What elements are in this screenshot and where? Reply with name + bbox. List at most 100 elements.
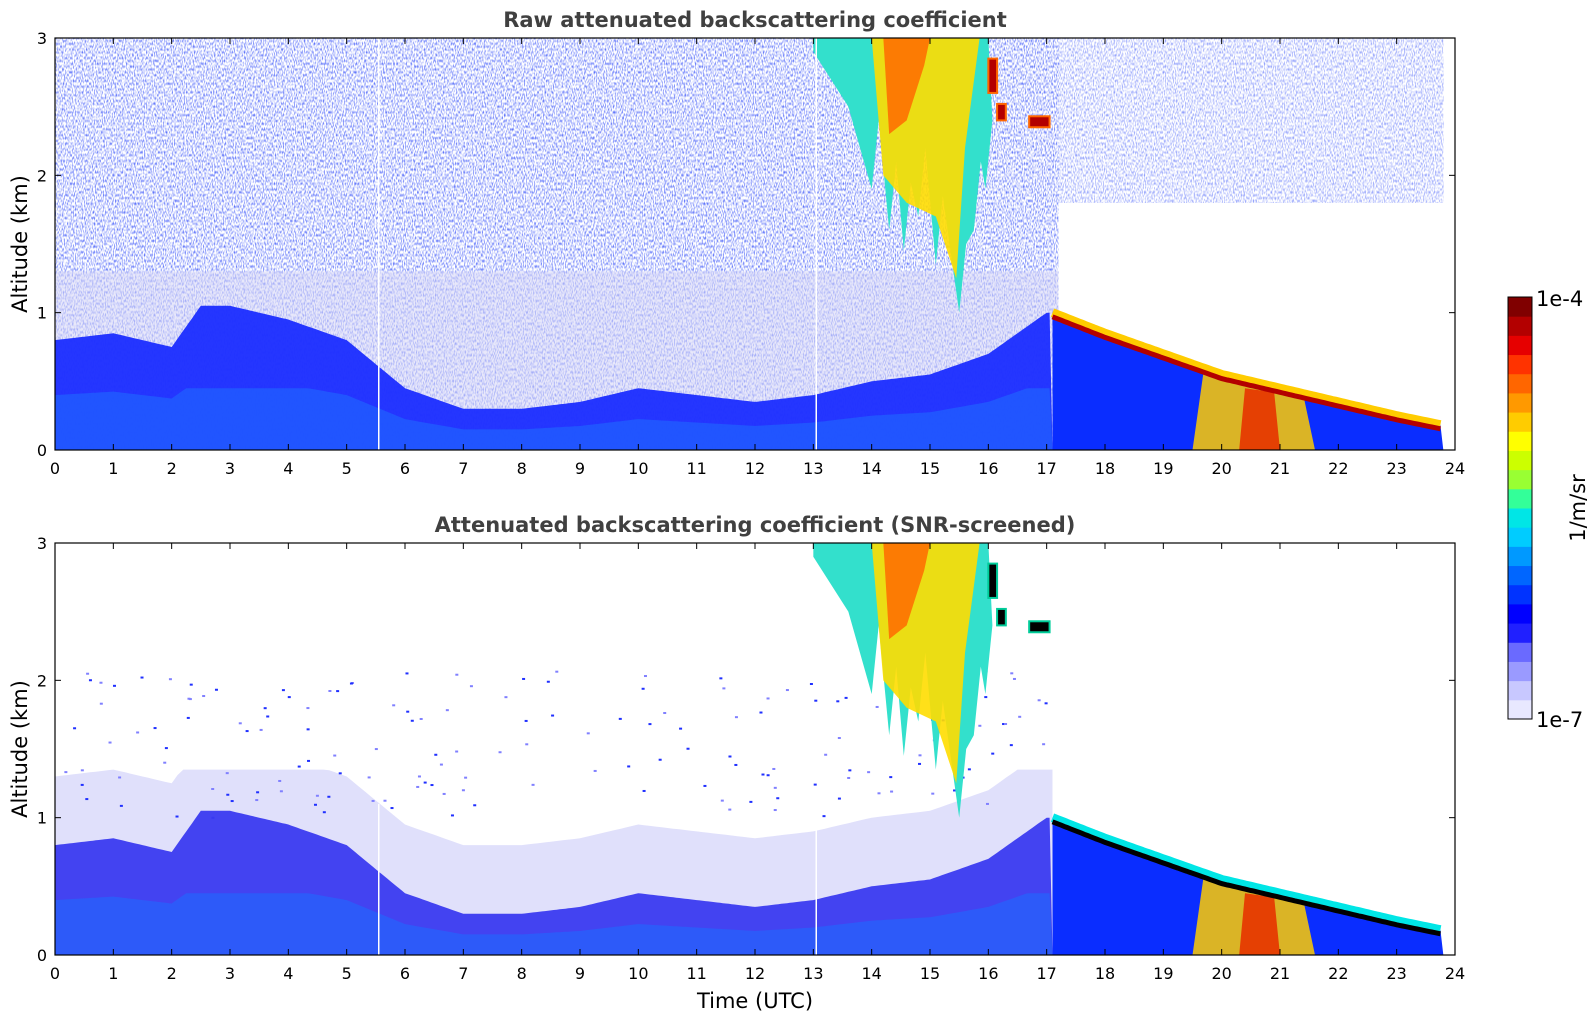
- screened-speck: [772, 767, 776, 770]
- screened-y-axis-label: Altitude (km): [8, 680, 32, 818]
- screened-speck: [1002, 723, 1006, 726]
- x-tick-label: 0: [50, 459, 60, 478]
- screened-speck: [728, 808, 732, 811]
- screened-speck: [663, 712, 667, 715]
- screened-speck: [728, 755, 732, 758]
- screened-speck: [555, 670, 559, 673]
- x-tick-label: 1: [108, 459, 118, 478]
- y-tick-label: 2: [37, 671, 47, 690]
- screened-speck: [367, 776, 371, 779]
- screened-speck: [551, 714, 555, 717]
- colorbar-step: [1508, 412, 1532, 432]
- colorbar-step: [1508, 335, 1532, 356]
- screened-speck: [785, 689, 789, 692]
- screened-speck: [967, 768, 971, 771]
- screened-speck: [88, 679, 92, 682]
- screened-speck: [163, 761, 167, 764]
- x-tick-label: 12: [745, 964, 765, 983]
- x-tick-label: 20: [1211, 459, 1231, 478]
- screened-speck: [809, 682, 813, 685]
- screened-speck: [281, 689, 285, 692]
- screened-speck: [455, 750, 459, 753]
- screened-x-ticks: 0 1 2 3 4 5 6 7 8 9 10 11 12 13 14 15 16 17 18 19 20 21 22 23 24: [50, 543, 1465, 983]
- screened-speck: [186, 716, 190, 719]
- x-tick-label: 9: [575, 964, 585, 983]
- x-tick-label: 12: [745, 459, 765, 478]
- screened-speck: [837, 737, 841, 740]
- colorbar-step: [1508, 431, 1532, 451]
- x-tick-label: 19: [1153, 964, 1173, 983]
- screened-speck: [1042, 743, 1046, 746]
- screened-speck: [175, 815, 179, 818]
- x-tick-label: 7: [458, 459, 468, 478]
- x-tick-label: 15: [920, 459, 940, 478]
- screened-speck: [259, 728, 263, 731]
- screened-speck: [837, 797, 841, 800]
- y-tick-label: 1: [37, 304, 47, 323]
- screened-speck: [108, 741, 112, 744]
- colorbar-step: [1508, 527, 1532, 547]
- screened-speck: [875, 705, 879, 708]
- screened-speck: [406, 710, 410, 713]
- raw-backscatter-heatmap: [55, 38, 1455, 450]
- colorbar-step: [1508, 373, 1532, 394]
- x-tick-label: 15: [920, 964, 940, 983]
- screened-speck: [1004, 723, 1008, 725]
- screened-speck: [442, 792, 446, 795]
- screened-speck: [953, 789, 957, 792]
- x-tick-label: 10: [628, 459, 648, 478]
- screened-speck: [211, 787, 215, 790]
- screened-speck: [306, 728, 310, 731]
- screened-speck: [136, 731, 140, 734]
- screened-speck: [255, 799, 259, 802]
- x-tick-label: 0: [50, 964, 60, 983]
- x-tick-label: 7: [458, 964, 468, 983]
- screened-speck: [80, 769, 84, 772]
- screened-speck: [188, 698, 192, 701]
- screened-speck: [618, 717, 622, 720]
- x-tick-label: 21: [1270, 459, 1290, 478]
- screened-speck: [627, 765, 631, 768]
- screened-speck: [461, 789, 465, 792]
- colorbar-step: [1508, 661, 1532, 682]
- x-tick-label: 3: [225, 459, 235, 478]
- y-tick-label: 1: [37, 809, 47, 828]
- near-surface-layer: [55, 388, 1053, 450]
- screened-speck: [336, 690, 340, 693]
- cloud-core: [883, 38, 930, 135]
- screened-speck: [836, 700, 840, 703]
- x-tick-label: 23: [1386, 459, 1406, 478]
- cloud-fragment: [996, 102, 1007, 122]
- screened-speck: [225, 772, 229, 775]
- screened-speck: [824, 753, 828, 756]
- x-tick-label: 2: [167, 964, 177, 983]
- x-tick-label: 17: [1036, 964, 1056, 983]
- screened-speck: [455, 673, 459, 676]
- screened-speck: [776, 797, 780, 800]
- screened-speck: [504, 696, 508, 699]
- colorbar-step: [1508, 392, 1532, 413]
- screened-y-ticks: 0 1 2 3: [37, 534, 1455, 965]
- layer-ridge-edge: [1050, 813, 1442, 935]
- screened-speck: [410, 719, 414, 722]
- cloud-core: [883, 543, 930, 640]
- screened-speck: [383, 799, 387, 802]
- screened-speck: [153, 727, 157, 730]
- screened-speck: [734, 716, 738, 719]
- screened-speck: [328, 690, 332, 693]
- screened-speck: [86, 672, 90, 675]
- colorbar-step: [1508, 565, 1532, 586]
- x-tick-label: 10: [628, 964, 648, 983]
- colorbar-step: [1508, 680, 1532, 701]
- colorbar-step: [1508, 354, 1532, 375]
- colorbar-step: [1508, 603, 1532, 624]
- screened-speck: [773, 786, 777, 789]
- screened-speck: [445, 709, 449, 712]
- x-tick-label: 18: [1095, 459, 1115, 478]
- x-tick-label: 16: [978, 459, 998, 478]
- screened-speck: [1012, 677, 1016, 680]
- screened-speck: [720, 799, 724, 802]
- colorbar-step: [1508, 584, 1532, 605]
- raw-panel-title: Raw attenuated backscattering coefficien…: [503, 8, 1007, 32]
